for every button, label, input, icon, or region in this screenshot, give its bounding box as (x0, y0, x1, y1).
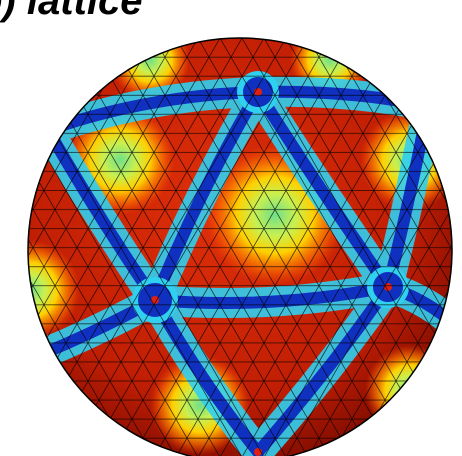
panel-title: b) lattice (0, 0, 142, 23)
sphere-outline (27, 37, 453, 456)
